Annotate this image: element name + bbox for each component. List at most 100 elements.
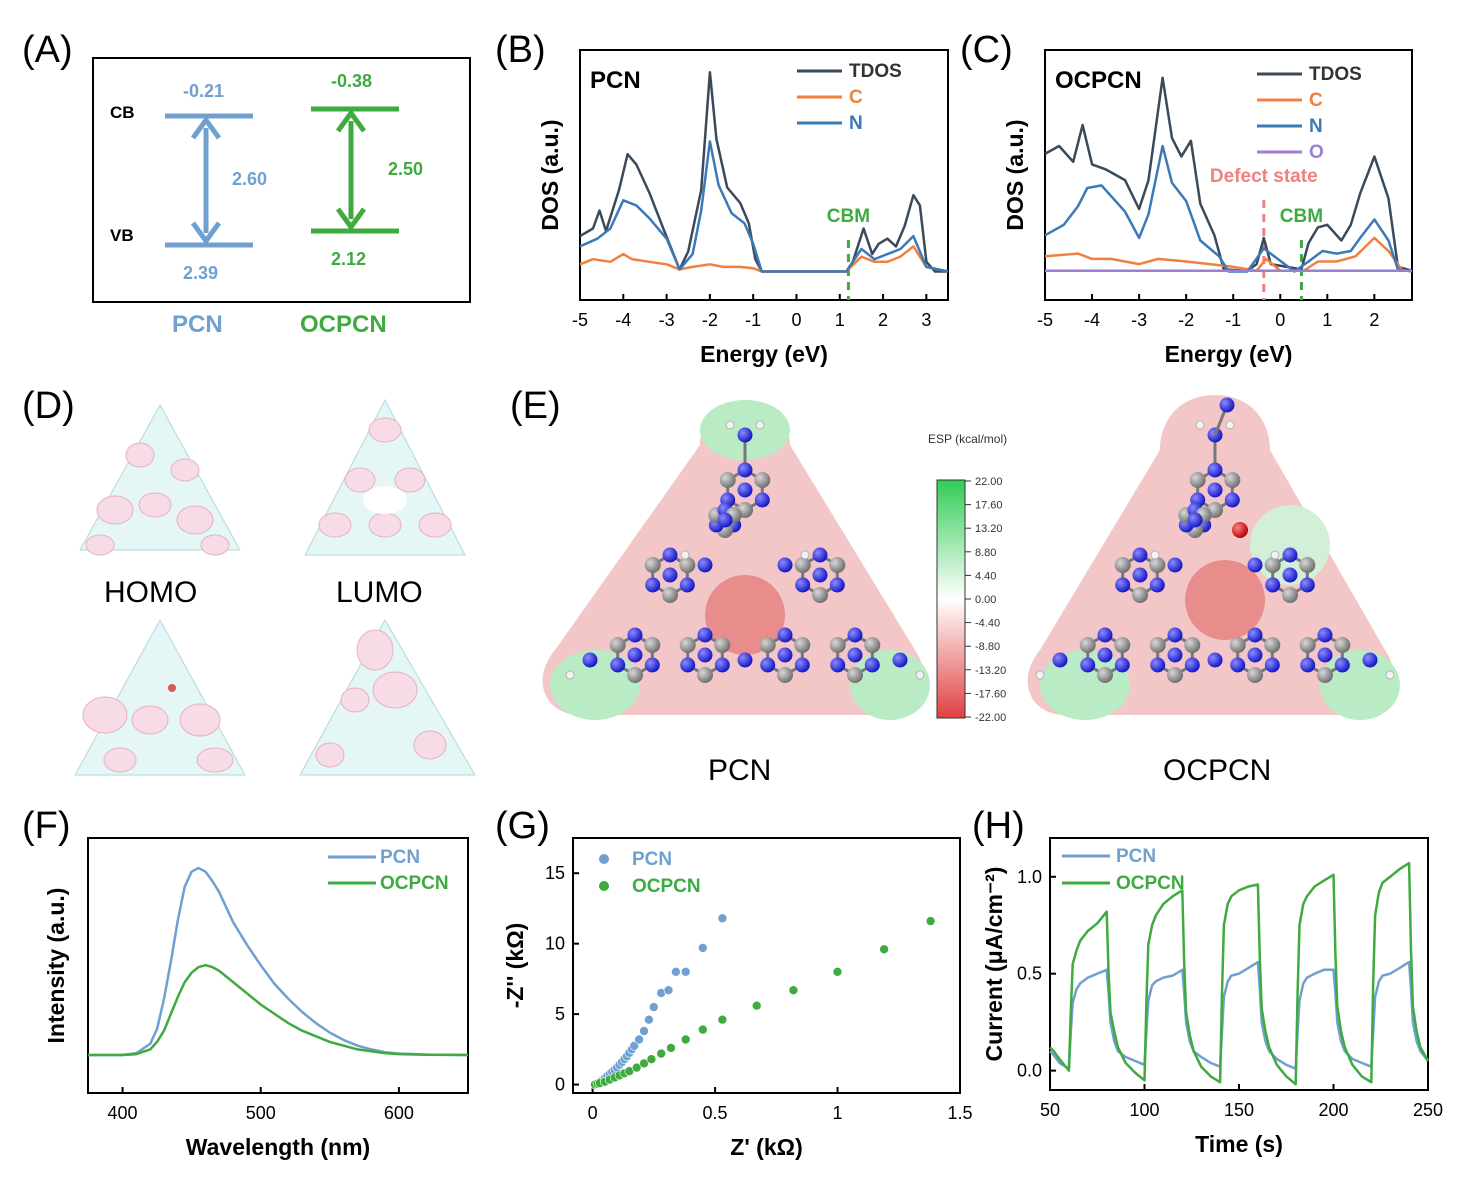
- pl-series-pcn: [88, 866, 469, 1057]
- esp-panel: PCN ESP (kcal/mol) 22.00 17.60 13.20 8.80 4.…: [542, 395, 1400, 787]
- pl-spectrum-chart: 400 500 600 Wavelength (nm) Intensity (a.u.)…: [43, 837, 469, 1160]
- nitrogen-atom: [892, 652, 908, 668]
- esp-colorbar-title: ESP (kcal/mol): [928, 432, 1007, 446]
- eis-plot-frame: [572, 837, 961, 1094]
- photocurrent-xtick-label: 250: [1413, 1100, 1443, 1120]
- nitrogen-atom: [830, 657, 846, 673]
- hydrogen-atom: [1270, 550, 1280, 560]
- pcn-dos-xtick-label: -4: [615, 310, 631, 330]
- eis-point-pcn: [639, 1026, 649, 1036]
- eis-ytick-label: 5: [555, 1004, 565, 1024]
- eis-xtick-label: 1: [833, 1103, 843, 1123]
- photocurrent-ytick-label: 0.0: [1017, 1061, 1042, 1081]
- panel-letter-f: (F): [22, 805, 71, 847]
- pcn-dos-plot-frame: [579, 49, 949, 301]
- carbon-atom: [864, 637, 881, 653]
- carbon-atom: [794, 557, 811, 573]
- ocpcn-dos-chart: -5 -4 -3 -2 -1 0 1 2 Energy (eV) DOS (a.u.) OCPCN D…: [1002, 49, 1413, 367]
- eis-point-pcn: [680, 966, 691, 977]
- nitrogen-atom: [1184, 657, 1200, 673]
- carbon-atom: [679, 557, 696, 573]
- pl-plot-frame: [87, 837, 469, 1094]
- nitrogen-atom: [1334, 657, 1350, 673]
- eis-point-ocpcn: [925, 916, 936, 926]
- photocurrent-ytick-label: 1.0: [1017, 867, 1042, 887]
- pcn-dos-xtick-label: -3: [659, 310, 675, 330]
- nitrogen-atom: [1317, 627, 1333, 643]
- carbon-atom: [1079, 637, 1096, 653]
- eis-legend-label: OCPCN: [632, 876, 701, 897]
- photocurrent-xlabel: Time (s): [1195, 1131, 1283, 1157]
- ocpcn-gap-value: 2.50: [388, 159, 423, 179]
- nitrogen-atom: [582, 652, 598, 668]
- carbon-atom: [1149, 637, 1166, 653]
- carbon-atom: [1247, 667, 1263, 683]
- vb-label: VB: [110, 226, 134, 245]
- eis-xtick-label: 1.5: [947, 1103, 972, 1123]
- ocpcn-dos-xtick-label: -4: [1084, 310, 1100, 330]
- panel-letter-b: (B): [495, 29, 546, 71]
- eis-point-ocpcn: [631, 1062, 642, 1073]
- esp-tick-label: -17.60: [975, 688, 1006, 700]
- nitrogen-atom: [794, 657, 810, 673]
- carbon-atom: [1184, 637, 1201, 653]
- pl-xlabel: Wavelength (nm): [186, 1134, 370, 1160]
- nitrogen-atom: [1132, 567, 1148, 583]
- hydrogen-atom: [1150, 550, 1160, 560]
- carbon-atom: [1224, 472, 1241, 488]
- pcn-molecule: [565, 420, 925, 683]
- esp-tick-label: -22.00: [975, 712, 1006, 724]
- nitrogen-atom: [1282, 567, 1298, 583]
- pcn-dos-xtick-label: 3: [921, 310, 931, 330]
- nitrogen-atom: [1317, 647, 1333, 663]
- pcn-dos-legend-label: N: [849, 113, 863, 134]
- eis-xlabel: Z' (kΩ): [730, 1134, 802, 1160]
- eis-legend-label: PCN: [632, 849, 672, 870]
- carbon-atom: [1299, 557, 1316, 573]
- eis-ytick-label: 15: [545, 863, 565, 883]
- pcn-cb-value: -0.21: [183, 81, 224, 101]
- nitrogen-atom: [1149, 577, 1165, 593]
- panel-letter-e: (E): [510, 385, 561, 427]
- carbon-atom: [1167, 667, 1183, 683]
- carbon-atom: [697, 667, 713, 683]
- photocurrent-chart: 50 100 150 200 250 Time (s) Current (μA/cm⁻²) 0…: [981, 837, 1443, 1157]
- nitrogen-atom: [847, 647, 863, 663]
- pcn-dos-marker-label: CBM: [827, 206, 870, 227]
- panel-letter-g: (G): [495, 805, 550, 847]
- esp-tick-label: 17.60: [975, 500, 1003, 512]
- photocurrent-legend-label: PCN: [1116, 846, 1156, 867]
- carbon-atom: [1149, 557, 1166, 573]
- homo-ocpcn-orbital: [74, 618, 246, 776]
- esp-tick-label: 4.40: [975, 570, 996, 582]
- pl-series-ocpcn: [88, 963, 469, 1057]
- nitrogen-atom: [812, 547, 828, 563]
- eis-ylabel: -Z'' (kΩ): [502, 923, 528, 1009]
- nitrogen-atom: [760, 657, 776, 673]
- nitrogen-atom: [645, 577, 661, 593]
- ocpcn-arrow-head-up: [335, 108, 367, 133]
- carbon-atom: [1097, 667, 1113, 683]
- esp-tick-label: 22.00: [975, 476, 1003, 488]
- nitrogen-atom: [829, 577, 845, 593]
- eis-point-ocpcn: [646, 1054, 657, 1064]
- photocurrent-legend-label: OCPCN: [1116, 873, 1185, 894]
- nitrogen-atom: [864, 657, 880, 673]
- nitrogen-atom: [1167, 647, 1183, 663]
- panel-letter-d: (D): [22, 385, 75, 427]
- nitrogen-atom: [777, 627, 793, 643]
- nitrogen-atom: [680, 657, 696, 673]
- eis-point-ocpcn: [788, 985, 799, 996]
- band-diagram-panel: CB VB -0.21 2.60 2.39 -0.38 2.50 2.12 PC…: [92, 57, 471, 338]
- ocpcn-dos-xtick-label: 2: [1369, 310, 1379, 330]
- pcn-arrow-head-up: [190, 115, 222, 140]
- pcn-dos-xlabel: Energy (eV): [700, 341, 828, 367]
- nitrogen-atom: [1114, 657, 1130, 673]
- pcn-arrow-head-down: [190, 221, 222, 246]
- carbon-atom: [1114, 637, 1131, 653]
- nitrogen-atom: [1207, 482, 1223, 498]
- hydrogen-atom: [755, 420, 765, 430]
- carbon-atom: [812, 587, 828, 603]
- pcn-dos-legend-label: C: [849, 87, 863, 108]
- carbon-atom: [829, 557, 846, 573]
